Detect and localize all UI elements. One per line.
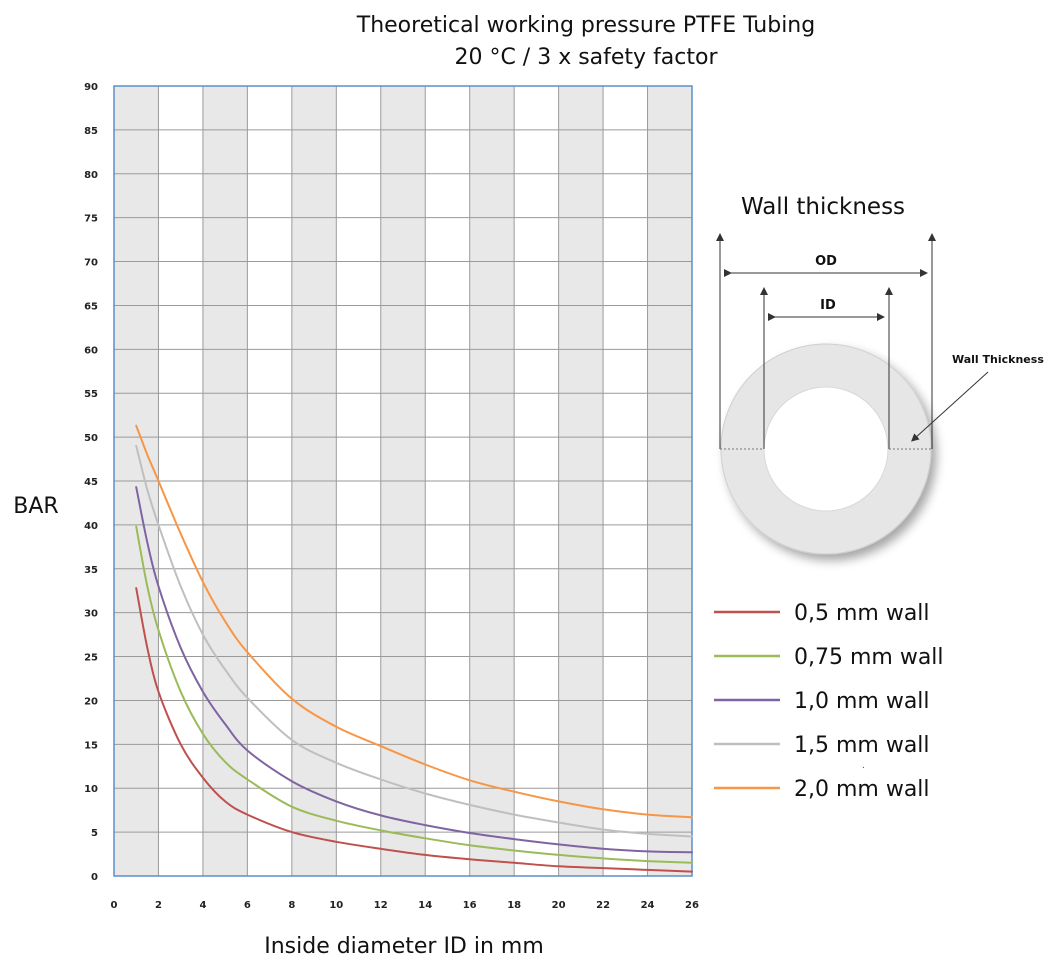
y-tick-label: 80 [84,170,98,181]
y-tick-label: 25 [84,653,98,664]
y-tick-labels: 0 5 10 15 20 25 30 35 40 45 50 55 60 65 70 75 80 85 90 [84,82,98,883]
x-tick-label: 6 [244,900,251,911]
chart-title: Theoretical working pressure PTFE Tubing [356,13,815,38]
x-tick-label: 26 [685,900,699,911]
wall-thickness-label: Wall Thickness [952,353,1044,366]
y-axis-title: BAR [13,494,58,519]
y-tick-label: 60 [84,345,98,356]
wall-thickness-pointer [911,371,989,442]
x-tick-label: 12 [374,900,388,911]
series-line-5 [135,424,693,819]
x-tick-label: 0 [111,900,118,911]
legend: 0,5 mm wall 0,75 mm wall 1,0 mm wall 1,5 mm… [714,601,944,802]
legend-label-4: 1,5 mm wall [794,733,930,758]
y-tick-label: 50 [84,433,98,444]
diagram-title: Wall thickness [741,194,905,220]
stray-dot: . [862,760,865,771]
series-line-4 [135,444,693,838]
series-line-1 [135,587,693,873]
x-tick-label: 14 [418,900,432,911]
y-tick-label: 5 [91,828,98,839]
x-tick-label: 22 [596,900,610,911]
x-tick-label: 24 [641,900,655,911]
legend-label-2: 0,75 mm wall [794,645,944,670]
id-label: ID [820,298,836,313]
y-tick-label: 90 [84,82,98,93]
legend-label-5: 2,0 mm wall [794,777,930,802]
plot-border [113,85,693,877]
y-tick-label: 85 [84,126,98,137]
x-axis-title: Inside diameter ID in mm [264,934,544,959]
legend-label-3: 1,0 mm wall [794,689,930,714]
wall-thickness-diagram: Wall thickness OD ID Wall Thick [716,194,1044,555]
legend-label-1: 0,5 mm wall [794,601,930,626]
tube-inner-circle [763,386,889,512]
series-line-3 [135,486,693,854]
chart-subtitle: 20 °C / 3 x safety factor [454,45,718,70]
y-tick-label: 70 [84,258,98,269]
y-tick-label: 65 [84,301,98,312]
y-tick-label: 10 [84,784,98,795]
y-tick-label: 15 [84,740,98,751]
x-tick-label: 4 [199,900,206,911]
y-tick-label: 40 [84,521,98,532]
series-line-2 [135,525,693,864]
y-tick-label: 0 [91,872,98,883]
od-label: OD [815,254,837,269]
y-tick-label: 45 [84,477,98,488]
y-tick-label: 30 [84,609,98,620]
x-tick-label: 20 [552,900,566,911]
x-tick-labels: 0 2 4 6 8 10 12 14 16 18 20 22 24 26 [111,900,699,911]
y-tick-label: 55 [84,389,98,400]
y-tick-label: 75 [84,214,98,225]
y-tick-label: 35 [84,565,98,576]
x-tick-label: 10 [329,900,343,911]
x-tick-label: 18 [507,900,521,911]
x-tick-label: 8 [288,900,295,911]
x-tick-label: 16 [463,900,477,911]
x-tick-label: 2 [155,900,162,911]
y-tick-label: 20 [84,696,98,707]
series-lines [135,424,693,873]
